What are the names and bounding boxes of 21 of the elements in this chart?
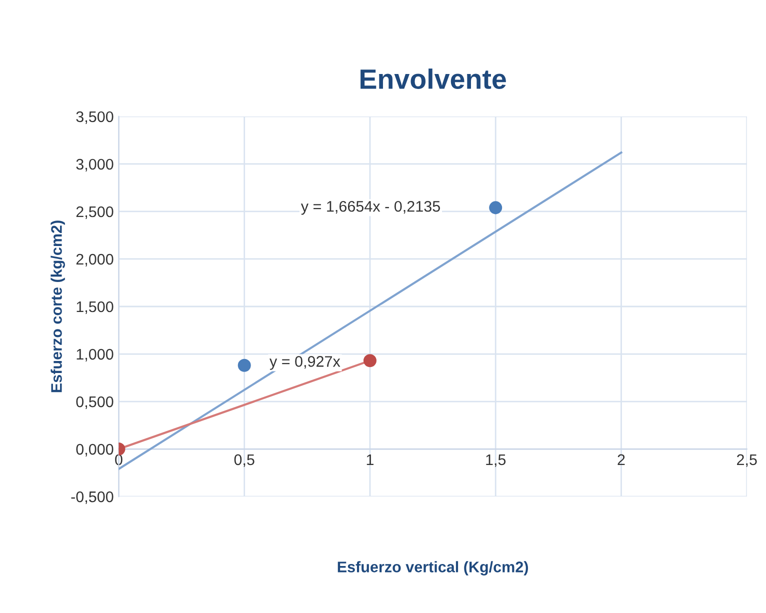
y-tick-label: 3,000 — [76, 158, 114, 172]
x-tick-label: 2,5 — [737, 454, 757, 467]
annotation: y = 0,927x — [270, 356, 340, 370]
y-tick-label: 1,500 — [76, 301, 114, 314]
x-tick-label: 1,5 — [486, 454, 506, 467]
y-tick-label: 1,000 — [76, 348, 114, 362]
y-tick-label: 2,500 — [76, 206, 114, 219]
chart-title: Envolvente — [360, 68, 506, 89]
y-axis-title: Esfuerzo corte (kg/cm2) — [50, 220, 65, 392]
annotation: y = 1,6654x - 0,2135 — [300, 200, 440, 215]
y-tick-label: 2,000 — [76, 254, 114, 266]
x-tick-label: 1 — [366, 454, 374, 465]
x-tick-label: 0,5 — [234, 454, 254, 467]
point — [238, 358, 251, 372]
y-tick-label: -0,500 — [71, 491, 114, 504]
x-axis-title: Esfuerzo vertical (Kg/cm2) — [338, 561, 528, 576]
y-tick-label: 3,500 — [76, 111, 114, 124]
point — [489, 201, 502, 214]
y-tick-label: 0,000 — [76, 444, 114, 457]
y-tick-label: 0,500 — [76, 396, 114, 410]
x-tick-label: 2 — [618, 454, 625, 465]
